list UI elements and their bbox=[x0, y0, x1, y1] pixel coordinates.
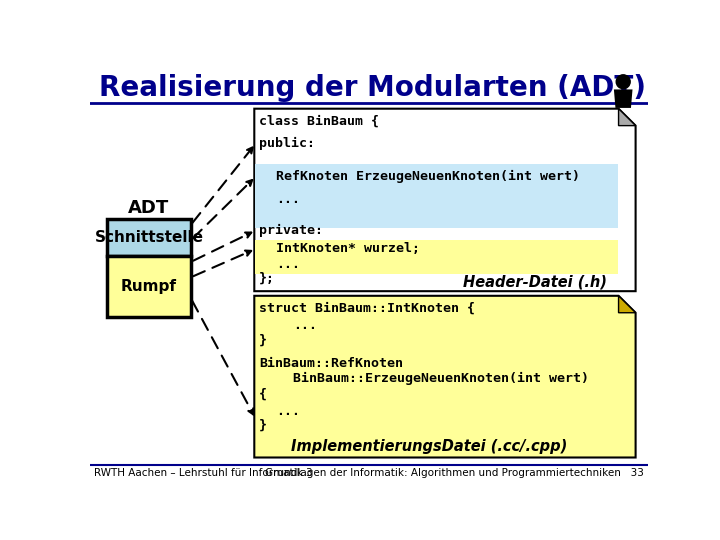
Text: ...: ... bbox=[293, 319, 317, 332]
Text: }: } bbox=[259, 334, 267, 347]
Text: Rumpf: Rumpf bbox=[121, 279, 177, 294]
Text: ADT: ADT bbox=[128, 199, 169, 217]
Text: struct BinBaum::IntKnoten {: struct BinBaum::IntKnoten { bbox=[259, 302, 475, 315]
Text: Header-Datei (.h): Header-Datei (.h) bbox=[463, 274, 607, 289]
Text: Grundlagen der Informatik: Algorithmen und Programmiertechniken   33: Grundlagen der Informatik: Algorithmen u… bbox=[265, 468, 644, 478]
Text: BinBaum::ErzeugeNeuenKnoten(int wert): BinBaum::ErzeugeNeuenKnoten(int wert) bbox=[293, 373, 589, 386]
FancyBboxPatch shape bbox=[255, 240, 618, 274]
Text: private:: private: bbox=[259, 224, 323, 237]
Text: }: } bbox=[259, 418, 267, 431]
Text: BinBaum::RefKnoten: BinBaum::RefKnoten bbox=[259, 357, 403, 370]
Text: };: }; bbox=[259, 272, 275, 285]
Circle shape bbox=[616, 75, 630, 89]
FancyBboxPatch shape bbox=[107, 256, 191, 318]
Text: ImplementierungsDatei (.cc/.cpp): ImplementierungsDatei (.cc/.cpp) bbox=[292, 439, 567, 454]
Text: ...: ... bbox=[276, 258, 300, 271]
Polygon shape bbox=[254, 109, 636, 291]
Text: {: { bbox=[259, 388, 267, 401]
Text: IntKnoten* wurzel;: IntKnoten* wurzel; bbox=[276, 242, 420, 255]
Text: public:: public: bbox=[259, 137, 315, 150]
Text: class BinBaum {: class BinBaum { bbox=[259, 114, 379, 127]
Polygon shape bbox=[614, 90, 632, 108]
Polygon shape bbox=[254, 296, 636, 457]
Text: Realisierung der Modularten (ADT): Realisierung der Modularten (ADT) bbox=[99, 74, 647, 102]
Polygon shape bbox=[618, 109, 636, 126]
Text: ...: ... bbox=[276, 193, 300, 206]
Text: RWTH Aachen – Lehrstuhl für Informatik 3: RWTH Aachen – Lehrstuhl für Informatik 3 bbox=[94, 468, 312, 478]
Text: ...: ... bbox=[276, 405, 300, 418]
Text: RefKnoten ErzeugeNeuenKnoten(int wert): RefKnoten ErzeugeNeuenKnoten(int wert) bbox=[276, 170, 580, 183]
FancyBboxPatch shape bbox=[255, 164, 618, 228]
Polygon shape bbox=[618, 296, 636, 313]
FancyBboxPatch shape bbox=[107, 219, 191, 256]
Text: Schnittstelle: Schnittstelle bbox=[94, 230, 204, 245]
